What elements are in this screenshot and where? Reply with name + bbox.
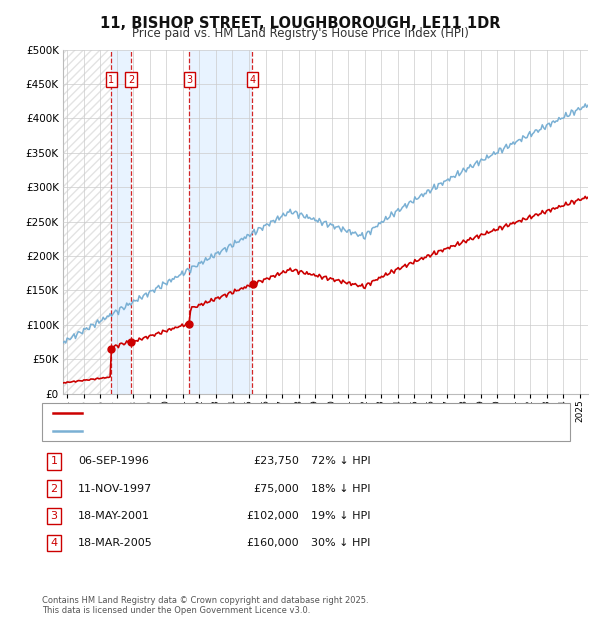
Text: 72% ↓ HPI: 72% ↓ HPI xyxy=(311,456,370,466)
Text: 2: 2 xyxy=(50,484,58,494)
Text: 1: 1 xyxy=(50,456,58,466)
Text: 3: 3 xyxy=(186,75,192,85)
Text: £160,000: £160,000 xyxy=(246,538,299,548)
Text: Price paid vs. HM Land Registry's House Price Index (HPI): Price paid vs. HM Land Registry's House … xyxy=(131,27,469,40)
Text: 4: 4 xyxy=(50,538,58,548)
Text: 06-SEP-1996: 06-SEP-1996 xyxy=(78,456,149,466)
Text: 19% ↓ HPI: 19% ↓ HPI xyxy=(311,511,370,521)
Text: £75,000: £75,000 xyxy=(253,484,299,494)
Text: 2: 2 xyxy=(128,75,134,85)
Text: 11, BISHOP STREET, LOUGHBOROUGH, LE11 1DR: 11, BISHOP STREET, LOUGHBOROUGH, LE11 1D… xyxy=(100,16,500,30)
Text: 30% ↓ HPI: 30% ↓ HPI xyxy=(311,538,370,548)
Text: 4: 4 xyxy=(250,75,256,85)
Text: 11, BISHOP STREET, LOUGHBOROUGH, LE11 1DR (detached house): 11, BISHOP STREET, LOUGHBOROUGH, LE11 1D… xyxy=(88,409,439,419)
Text: 18% ↓ HPI: 18% ↓ HPI xyxy=(311,484,370,494)
Bar xyxy=(112,50,131,394)
Text: £102,000: £102,000 xyxy=(246,511,299,521)
Bar xyxy=(63,50,112,394)
Text: 18-MAR-2005: 18-MAR-2005 xyxy=(78,538,153,548)
Text: 11-NOV-1997: 11-NOV-1997 xyxy=(78,484,152,494)
Text: 3: 3 xyxy=(50,511,58,521)
Text: 18-MAY-2001: 18-MAY-2001 xyxy=(78,511,150,521)
Bar xyxy=(63,50,112,394)
Bar xyxy=(189,50,253,394)
Text: HPI: Average price, detached house, Charnwood: HPI: Average price, detached house, Char… xyxy=(88,426,340,436)
Text: Contains HM Land Registry data © Crown copyright and database right 2025.
This d: Contains HM Land Registry data © Crown c… xyxy=(42,596,368,615)
Text: 1: 1 xyxy=(109,75,115,85)
Text: £23,750: £23,750 xyxy=(253,456,299,466)
